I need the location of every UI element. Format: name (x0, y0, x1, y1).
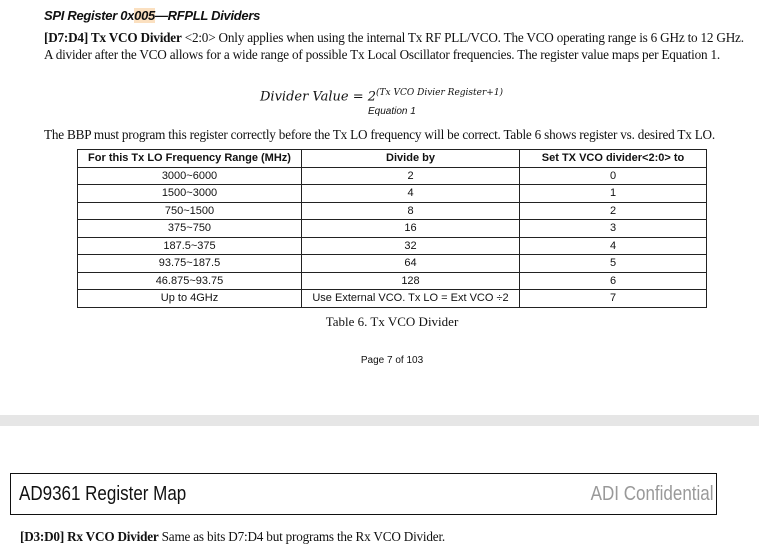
table-cell: 375~750 (77, 219, 302, 238)
table-row: Up to 4GHz Use External VCO. Tx LO = Ext … (77, 289, 707, 308)
table-cell: 128 (301, 271, 520, 290)
column-header: Divide by (301, 149, 520, 168)
table-cell: 1 (519, 184, 707, 203)
table-cell: 187.5~375 (77, 236, 302, 255)
table-cell: 3000~6000 (77, 166, 302, 185)
table-cell: 16 (301, 219, 520, 238)
table-cell: Up to 4GHz (77, 289, 302, 308)
table-row: 3000~6000 2 0 (77, 166, 707, 185)
table-row: 187.5~375 32 4 (77, 236, 707, 255)
table-cell: 4 (519, 236, 707, 255)
confidential-label: ADI Confidential (591, 483, 714, 505)
equation-lhs: Divider Value = 2 (260, 89, 377, 105)
paragraph-bbp: The BBP must program this register corre… (44, 127, 715, 142)
bit-label: [D3:D0] Rx VCO Divider (20, 529, 159, 544)
page-separator (0, 415, 759, 426)
table-cell: 2 (301, 166, 520, 185)
table-cell: 7 (519, 289, 707, 308)
text: <2:0> Only applies when using the intern… (181, 30, 744, 45)
table-row: 46.875~93.75 128 6 (77, 271, 707, 290)
paragraph-tx-vco: [D7:D4] Tx VCO Divider <2:0> Only applie… (44, 29, 744, 47)
table-cell: 5 (519, 254, 707, 273)
column-header: Set TX VCO divider<2:0> to (519, 149, 707, 168)
column-header: For this Tx LO Frequency Range (MHz) (77, 149, 302, 168)
equation-exponent: (Tx VCO Divier Register+1) (376, 88, 504, 98)
table-cell: 32 (301, 236, 520, 255)
table-caption: Table 6. Tx VCO Divider (325, 314, 459, 329)
page-number: Page 7 of 103 (360, 355, 424, 366)
equation-label: Equation 1 (368, 106, 416, 117)
paragraph-rx-vco: [D3:D0] Rx VCO Divider Same as bits D7:D… (20, 528, 445, 546)
table-cell: 2 (519, 201, 707, 220)
table-row: 375~750 16 3 (77, 219, 707, 238)
equation: Divider Value = 2(Tx VCO Divier Register… (260, 88, 503, 104)
table-row: 750~1500 8 2 (77, 201, 707, 220)
table-row: 1500~3000 4 1 (77, 184, 707, 203)
table-cell: 4 (301, 184, 520, 203)
paragraph-line: A divider after the VCO allows for a wid… (44, 47, 720, 62)
table-cell: 46.875~93.75 (77, 271, 302, 290)
heading-text: —RFPLL Dividers (154, 8, 261, 23)
table-cell: 0 (519, 166, 707, 185)
page-header: AD9361 Register Map ADI Confidential (10, 473, 717, 515)
table-cell: 1500~3000 (77, 184, 302, 203)
table-cell: 64 (301, 254, 520, 273)
table-cell: 750~1500 (77, 201, 302, 220)
text: Same as bits D7:D4 but programs the Rx V… (158, 529, 446, 544)
section-heading: SPI Register 0x005—RFPLL Dividers (44, 8, 260, 23)
heading-text: SPI Register 0x (44, 8, 135, 23)
table-cell: Use External VCO. Tx LO = Ext VCO ÷2 (301, 289, 520, 308)
bit-label: [D7:D4] Tx VCO Divider (44, 30, 182, 45)
tx-vco-divider-table: For this Tx LO Frequency Range (MHz) Div… (77, 149, 707, 308)
table-cell: 3 (519, 219, 707, 238)
table-row: 93.75~187.5 64 5 (77, 254, 707, 273)
document-title: AD9361 Register Map (19, 483, 187, 505)
table-cell: 6 (519, 271, 707, 290)
search-highlight: 005 (134, 8, 155, 23)
table-cell: 8 (301, 201, 520, 220)
table-cell: 93.75~187.5 (77, 254, 302, 273)
